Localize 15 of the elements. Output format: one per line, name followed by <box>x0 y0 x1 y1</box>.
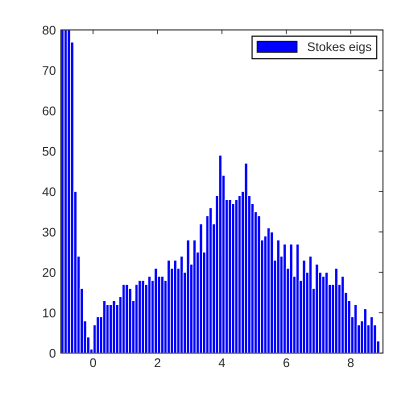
x-tick-label: 4 <box>218 358 226 368</box>
x-tick-label: 2 <box>154 358 160 368</box>
x-tick-label: 6 <box>283 358 290 368</box>
x-tick-label: 0 <box>90 358 96 368</box>
y-tick-label: 30 <box>42 228 56 237</box>
y-tick-label: 20 <box>42 268 56 277</box>
y-tick-label: 10 <box>43 308 56 318</box>
y-tick-label: 80 <box>42 26 56 35</box>
x-tick-label: 8 <box>348 358 354 368</box>
y-tick-label: 40 <box>42 187 56 196</box>
y-tick-label: 60 <box>42 106 56 116</box>
y-tick-label: 0 <box>50 348 56 358</box>
y-tick-label: 70 <box>42 66 56 75</box>
y-tick-label: 50 <box>42 146 56 156</box>
legend-label: Stokes eigs <box>308 42 372 54</box>
